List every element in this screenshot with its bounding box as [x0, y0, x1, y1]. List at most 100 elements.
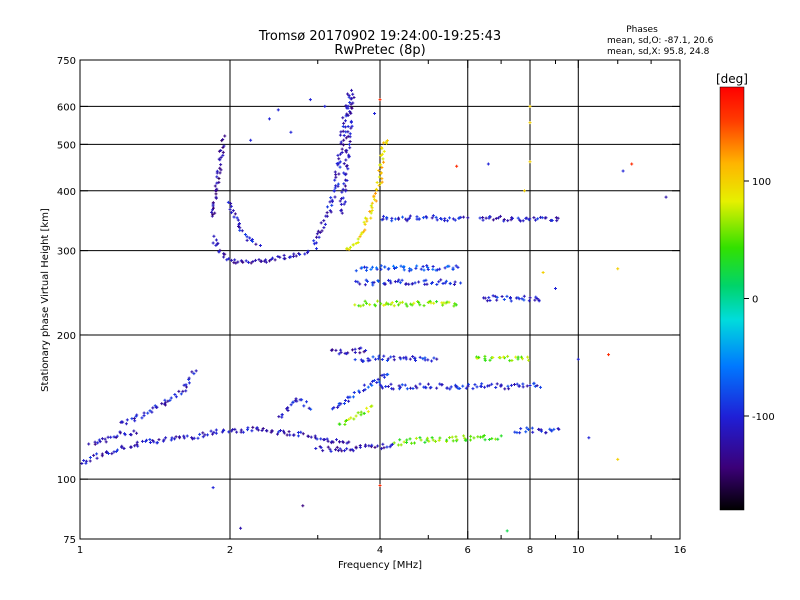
- data-point: [607, 353, 611, 357]
- data-point: [341, 125, 345, 129]
- data-point: [251, 259, 255, 263]
- data-point: [276, 432, 280, 436]
- data-point: [480, 382, 484, 386]
- data-point: [362, 359, 366, 363]
- data-point: [397, 387, 401, 391]
- data-point: [493, 294, 497, 298]
- data-point: [414, 384, 418, 388]
- data-point: [314, 241, 318, 245]
- data-point: [421, 216, 425, 220]
- data-point: [475, 385, 479, 389]
- data-point: [260, 259, 264, 263]
- data-point: [491, 294, 495, 298]
- data-point: [370, 379, 374, 383]
- data-point: [382, 446, 386, 450]
- data-point: [512, 382, 516, 386]
- data-point: [364, 268, 368, 272]
- data-point: [400, 278, 404, 282]
- data-point: [366, 410, 370, 414]
- data-point: [418, 436, 422, 440]
- data-point: [453, 280, 457, 284]
- data-point: [382, 375, 386, 379]
- data-point: [536, 217, 540, 221]
- data-point: [132, 416, 136, 420]
- data-point: [522, 298, 526, 302]
- data-point: [362, 350, 366, 354]
- data-point: [177, 389, 181, 393]
- data-point: [476, 435, 480, 439]
- data-point: [223, 252, 227, 256]
- data-point: [358, 282, 362, 286]
- data-point: [84, 461, 88, 465]
- data-point: [445, 219, 449, 223]
- data-point: [322, 226, 326, 230]
- data-point: [340, 449, 344, 453]
- data-point: [348, 245, 352, 249]
- data-point: [439, 278, 443, 282]
- data-point: [405, 219, 409, 223]
- data-point: [227, 257, 231, 261]
- data-point: [319, 437, 323, 441]
- data-point: [215, 171, 219, 175]
- data-point: [338, 133, 342, 137]
- data-point: [238, 228, 242, 232]
- data-point: [414, 266, 418, 270]
- x-axis-ticks: 1 2 4 6 8 10 16: [77, 60, 686, 556]
- data-point: [110, 452, 114, 456]
- data-point: [239, 428, 243, 432]
- data-point: [531, 430, 535, 434]
- data-point: [432, 301, 436, 305]
- data-point: [192, 436, 196, 440]
- phases-heading: Phases: [626, 25, 658, 35]
- data-point: [328, 447, 332, 451]
- data-point: [245, 235, 249, 239]
- data-point: [221, 146, 225, 150]
- data-point: [389, 355, 393, 359]
- data-point: [370, 206, 374, 210]
- data-point: [255, 426, 259, 430]
- data-point: [364, 348, 368, 352]
- data-point: [341, 187, 345, 191]
- data-point: [455, 438, 459, 442]
- data-point: [379, 384, 383, 388]
- data-point: [320, 229, 324, 233]
- data-point: [518, 431, 522, 435]
- data-point: [247, 260, 251, 264]
- data-point: [502, 218, 506, 222]
- data-point: [505, 529, 509, 533]
- data-point: [386, 267, 390, 271]
- data-point: [398, 438, 402, 442]
- data-point: [278, 255, 282, 259]
- data-point: [382, 354, 386, 358]
- data-point: [120, 445, 124, 449]
- data-point: [523, 189, 527, 193]
- data-point: [351, 395, 355, 399]
- data-point: [347, 440, 351, 444]
- data-point: [374, 266, 378, 270]
- data-point: [182, 436, 186, 440]
- data-point: [483, 385, 487, 389]
- data-point: [235, 430, 239, 434]
- data-point: [339, 348, 343, 352]
- x-tick-label: 1: [77, 545, 83, 556]
- data-point: [129, 433, 133, 437]
- chart-subtitle: RwPretec (8p): [334, 43, 425, 58]
- data-point: [312, 239, 316, 243]
- data-point: [352, 417, 356, 421]
- data-point: [392, 355, 396, 359]
- data-point: [234, 261, 238, 265]
- data-point: [422, 268, 426, 272]
- data-point: [358, 443, 362, 447]
- data-point: [370, 443, 374, 447]
- data-point: [429, 385, 433, 389]
- data-point: [389, 281, 393, 285]
- data-point: [363, 388, 367, 392]
- data-point: [479, 385, 483, 389]
- data-point: [106, 435, 110, 439]
- data-point: [421, 357, 425, 361]
- data-point: [283, 257, 287, 261]
- data-point: [516, 355, 520, 359]
- data-point: [415, 386, 419, 390]
- data-point: [325, 205, 329, 209]
- colorbar: [719, 86, 745, 511]
